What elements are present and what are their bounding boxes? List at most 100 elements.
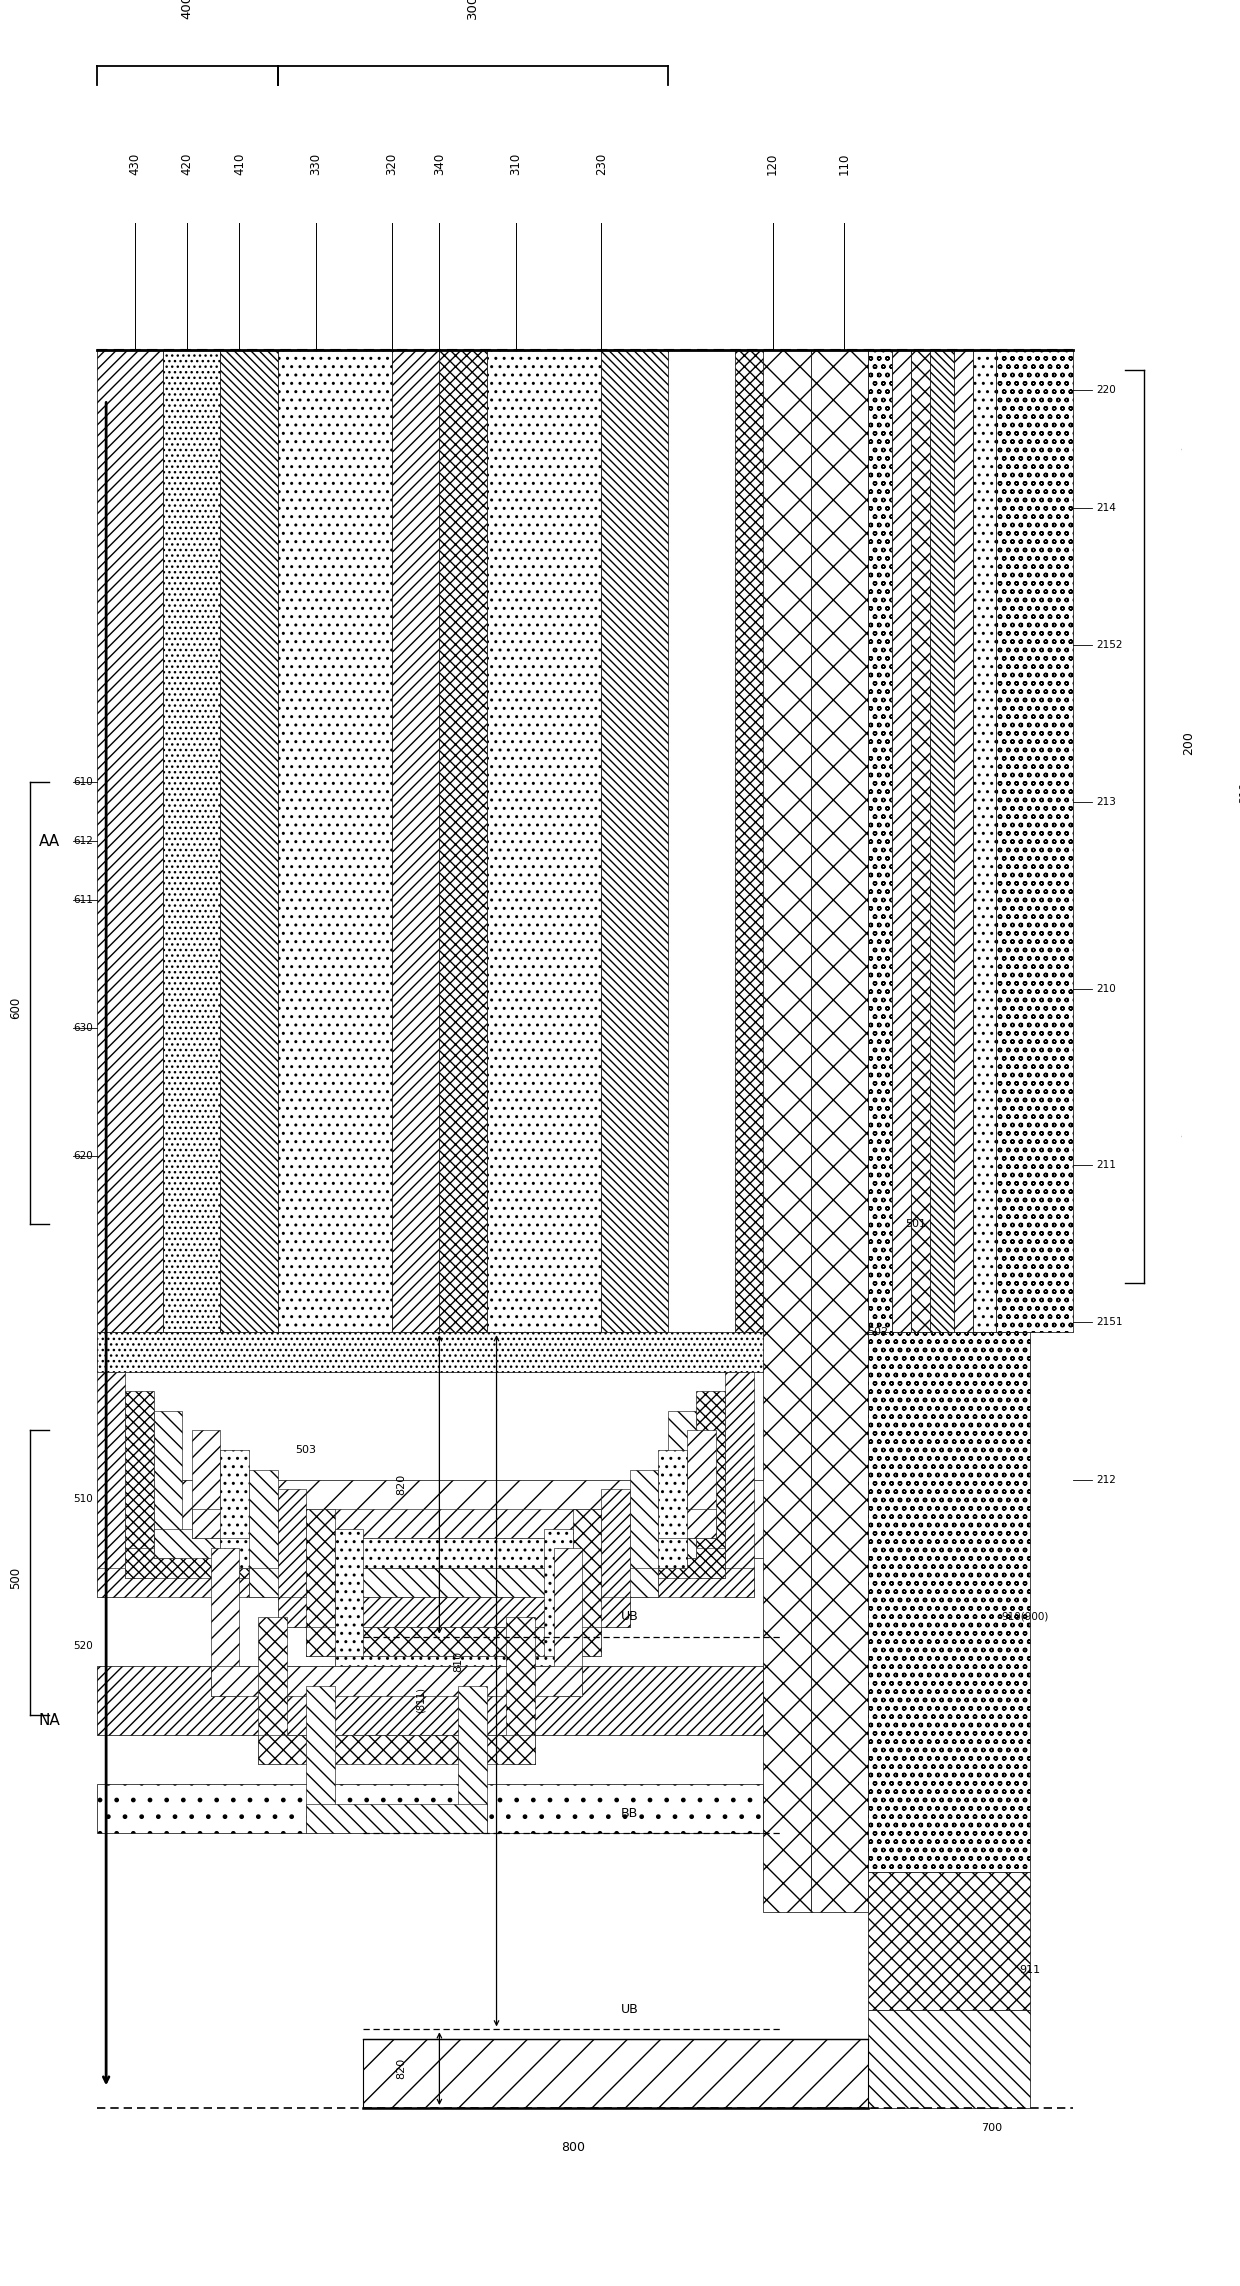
Bar xyxy=(192,1431,221,1538)
Bar xyxy=(249,1568,658,1598)
Bar xyxy=(97,1568,754,1598)
Text: 400: 400 xyxy=(181,0,193,18)
Text: 410: 410 xyxy=(233,153,246,176)
Bar xyxy=(554,1548,583,1696)
Text: 120: 120 xyxy=(766,153,779,176)
Text: 230: 230 xyxy=(595,153,608,176)
Bar xyxy=(687,1431,715,1538)
Text: 611: 611 xyxy=(73,896,93,905)
Bar xyxy=(97,1372,125,1598)
Bar xyxy=(868,1333,1029,1872)
Text: 820: 820 xyxy=(397,1474,407,1495)
Bar xyxy=(306,1509,335,1657)
Bar xyxy=(97,1666,763,1735)
Bar xyxy=(868,2009,1029,2108)
Text: 220: 220 xyxy=(1096,384,1116,395)
Text: BB: BB xyxy=(621,1806,639,1820)
Text: AA: AA xyxy=(38,834,60,848)
Bar xyxy=(868,350,892,1333)
Text: 600: 600 xyxy=(9,997,22,1020)
Bar xyxy=(258,1616,286,1765)
Text: 620: 620 xyxy=(73,1150,93,1161)
Text: 630: 630 xyxy=(73,1022,93,1033)
Bar xyxy=(392,350,439,1333)
Bar xyxy=(459,1685,487,1833)
Bar xyxy=(601,1490,630,1628)
Bar xyxy=(221,1538,687,1568)
Text: 210: 210 xyxy=(1096,983,1116,994)
Bar xyxy=(211,1548,239,1696)
Text: 320: 320 xyxy=(386,153,398,176)
Text: 200: 200 xyxy=(1182,732,1195,754)
Text: 911: 911 xyxy=(1019,1966,1040,1975)
Text: 340: 340 xyxy=(433,153,446,176)
Text: 700: 700 xyxy=(981,2121,1002,2133)
Text: UB: UB xyxy=(621,2003,639,2016)
Bar xyxy=(658,1449,687,1568)
Bar xyxy=(954,350,972,1333)
Bar xyxy=(335,1529,363,1685)
Bar xyxy=(97,1333,839,1372)
Bar xyxy=(97,350,164,1333)
Bar xyxy=(630,1470,658,1598)
Bar xyxy=(868,1872,1029,2009)
Text: 211: 211 xyxy=(1096,1161,1116,1170)
Bar xyxy=(601,350,668,1333)
Bar xyxy=(125,1548,725,1577)
Text: 214: 214 xyxy=(1096,503,1116,512)
Bar xyxy=(363,2039,868,2108)
Text: 300: 300 xyxy=(466,0,479,21)
Bar xyxy=(278,1490,306,1628)
Bar xyxy=(910,350,930,1333)
Text: 800: 800 xyxy=(560,2140,585,2153)
Bar xyxy=(668,1410,697,1559)
Text: 430: 430 xyxy=(128,153,141,176)
Bar xyxy=(506,1616,534,1765)
Bar xyxy=(306,1804,487,1833)
Text: 612: 612 xyxy=(73,837,93,846)
Text: 820: 820 xyxy=(397,2057,407,2080)
Text: 330: 330 xyxy=(309,153,322,176)
Text: 510: 510 xyxy=(73,1495,93,1504)
Bar xyxy=(249,1470,278,1598)
Text: UB: UB xyxy=(621,1609,639,1623)
Bar xyxy=(930,350,954,1333)
Bar xyxy=(892,350,910,1333)
Bar xyxy=(125,1392,154,1577)
Bar xyxy=(335,1657,573,1685)
Bar xyxy=(278,1598,630,1628)
Text: 310: 310 xyxy=(510,153,522,176)
Bar xyxy=(734,350,801,1333)
Bar xyxy=(811,350,868,1911)
Text: 110: 110 xyxy=(837,153,851,176)
Bar xyxy=(763,350,811,1911)
Bar xyxy=(439,350,487,1333)
Text: 420: 420 xyxy=(181,153,193,176)
Bar xyxy=(801,350,868,1333)
Text: 213: 213 xyxy=(1096,798,1116,807)
Text: 500: 500 xyxy=(9,1566,22,1589)
Text: 910(900): 910(900) xyxy=(1001,1612,1049,1623)
Bar xyxy=(211,1666,583,1696)
Bar xyxy=(154,1410,182,1559)
Text: 810: 810 xyxy=(454,1650,464,1671)
Text: 610: 610 xyxy=(73,777,93,786)
Bar xyxy=(221,1449,249,1568)
Bar xyxy=(972,350,997,1333)
Text: 2151: 2151 xyxy=(1096,1317,1123,1328)
Text: (811): (811) xyxy=(415,1687,425,1714)
Text: 520: 520 xyxy=(73,1641,93,1650)
Bar xyxy=(221,350,278,1333)
Bar xyxy=(725,1372,754,1598)
Bar xyxy=(544,1529,573,1685)
Text: 503: 503 xyxy=(295,1445,316,1456)
Bar xyxy=(697,1392,725,1577)
Bar xyxy=(487,350,601,1333)
Bar xyxy=(97,1479,839,1559)
Text: 2152: 2152 xyxy=(1096,640,1123,649)
Text: 501: 501 xyxy=(905,1218,926,1230)
Bar xyxy=(306,1628,601,1657)
Bar xyxy=(278,350,392,1333)
Bar xyxy=(154,1529,697,1559)
Bar xyxy=(192,1509,715,1538)
